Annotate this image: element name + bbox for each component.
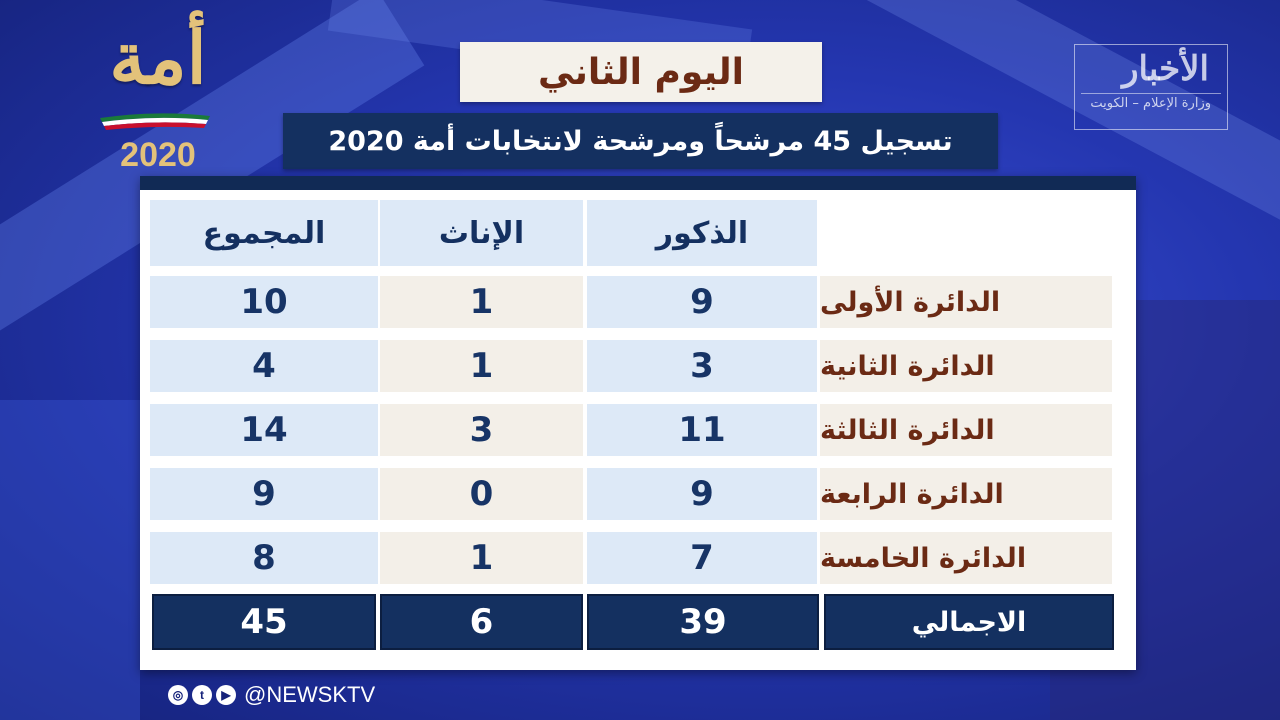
- title-banner: اليوم الثاني: [460, 42, 822, 102]
- subtitle-banner: تسجيل 45 مرشحاً ومرشحة لانتخابات أمة 202…: [283, 113, 998, 169]
- cell-total: 9: [150, 468, 378, 520]
- logo-text: أمة: [109, 15, 207, 100]
- cell-males: 3: [587, 340, 817, 392]
- row-label: الدائرة الثالثة: [820, 404, 1112, 456]
- totals-males: 39: [587, 594, 819, 650]
- social-handle[interactable]: @NEWSKTV: [244, 682, 376, 707]
- totals-label: الاجمالي: [824, 594, 1114, 650]
- row-label: الدائرة الرابعة: [820, 468, 1112, 520]
- cell-females: 1: [380, 340, 583, 392]
- logo-year: 2020: [120, 136, 196, 174]
- row-label: الدائرة الثانية: [820, 340, 1112, 392]
- cell-total: 10: [150, 276, 378, 328]
- totals-females: 6: [380, 594, 583, 650]
- instagram-icon[interactable]: ◎: [168, 685, 188, 705]
- youtube-icon[interactable]: ▶: [216, 685, 236, 705]
- brand-subtitle: وزارة الإعلام – الكويت: [1081, 93, 1221, 114]
- row-label: الدائرة الخامسة: [820, 532, 1112, 584]
- cell-males: 11: [587, 404, 817, 456]
- results-table: الذكور الإناث المجموع الدائرة الأولى 9 1…: [140, 176, 1136, 670]
- row-label: الدائرة الأولى: [820, 276, 1112, 328]
- column-header-males: الذكور: [587, 200, 817, 266]
- election-logo: أمة 2020: [88, 8, 228, 174]
- cell-total: 4: [150, 340, 378, 392]
- background-stripe: [0, 400, 140, 720]
- cell-females: 1: [380, 532, 583, 584]
- social-handles: ◎ t ▶ @NEWSKTV: [168, 682, 375, 708]
- cell-males: 9: [587, 276, 817, 328]
- cell-females: 0: [380, 468, 583, 520]
- page-subtitle: تسجيل 45 مرشحاً ومرشحة لانتخابات أمة 202…: [328, 125, 953, 157]
- cell-females: 3: [380, 404, 583, 456]
- brand-name: الأخبار: [1122, 49, 1209, 89]
- totals-total: 45: [152, 594, 376, 650]
- cell-males: 9: [587, 468, 817, 520]
- panel-top-bar: [140, 176, 1136, 190]
- cell-total: 14: [150, 404, 378, 456]
- news-brand: الأخبار وزارة الإعلام – الكويت: [1074, 44, 1228, 130]
- page-title: اليوم الثاني: [537, 51, 745, 93]
- column-header-females: الإناث: [380, 200, 583, 266]
- cell-total: 8: [150, 532, 378, 584]
- cell-males: 7: [587, 532, 817, 584]
- cell-females: 1: [380, 276, 583, 328]
- twitter-icon[interactable]: t: [192, 685, 212, 705]
- kuwait-flag-swoosh-icon: [100, 113, 210, 130]
- column-header-total: المجموع: [150, 200, 378, 266]
